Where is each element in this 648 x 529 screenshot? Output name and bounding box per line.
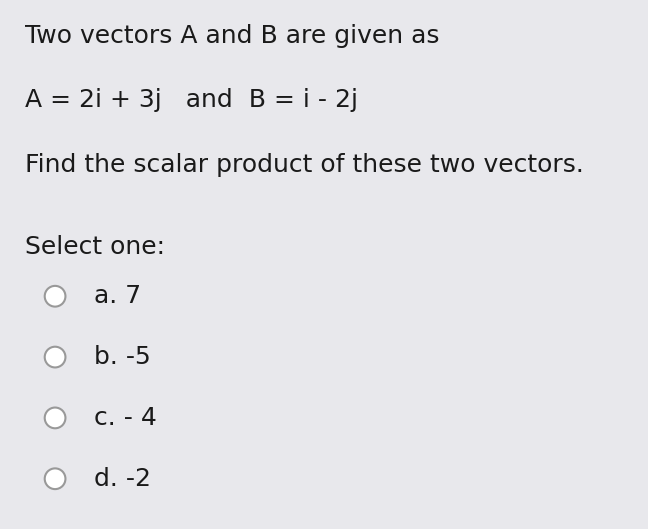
Text: A = 2i + 3j   and  B = i - 2j: A = 2i + 3j and B = i - 2j xyxy=(25,88,358,112)
Text: Find the scalar product of these two vectors.: Find the scalar product of these two vec… xyxy=(25,153,583,177)
Text: Select one:: Select one: xyxy=(25,235,165,259)
Text: d. -2: d. -2 xyxy=(94,467,151,491)
Text: c. - 4: c. - 4 xyxy=(94,406,157,430)
Ellipse shape xyxy=(45,468,65,489)
Text: a. 7: a. 7 xyxy=(94,284,141,308)
Ellipse shape xyxy=(45,286,65,307)
Text: b. -5: b. -5 xyxy=(94,345,151,369)
Ellipse shape xyxy=(45,346,65,368)
Text: Two vectors A and B are given as: Two vectors A and B are given as xyxy=(25,24,439,48)
Ellipse shape xyxy=(45,407,65,428)
